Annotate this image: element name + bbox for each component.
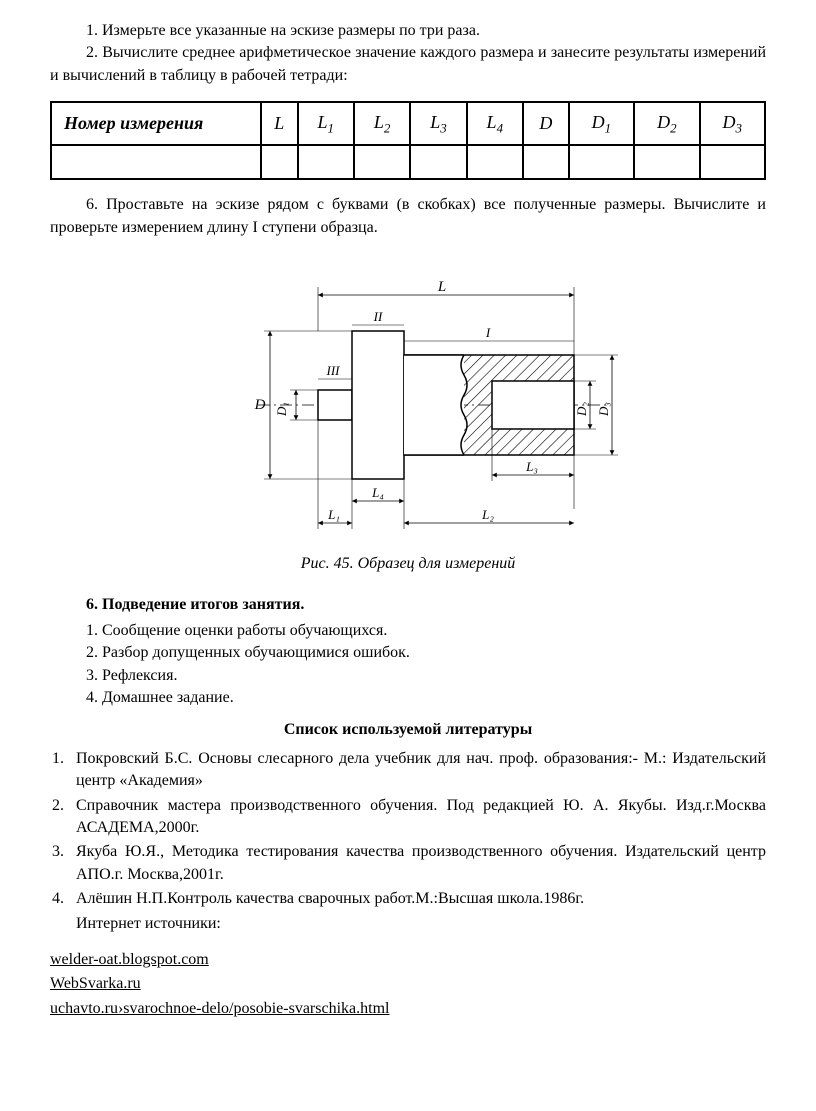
link-2[interactable]: WebSvarka.ru	[50, 973, 766, 995]
table-row-header: Номер измерения	[51, 102, 261, 145]
lbl-D: D	[254, 397, 266, 413]
col-L3: L3	[410, 102, 466, 145]
figure-caption: Рис. 45. Образец для измерений	[50, 553, 766, 575]
lbl-L2: L₂	[481, 507, 494, 522]
lbl-D2: D₂	[574, 402, 589, 417]
lbl-I: I	[485, 325, 491, 340]
lbl-L3: L₃	[525, 459, 538, 474]
task-6-text: Проставьте на эскизе рядом с буквами (в …	[50, 196, 766, 235]
task-6-para: 6. Проставьте на эскизе рядом с буквами …	[50, 194, 766, 239]
lbl-L4: L₄	[371, 485, 384, 500]
lit-item-3: 3.Якуба Ю.Я., Методика тестирования каче…	[50, 841, 766, 886]
lbl-III: III	[326, 363, 341, 378]
lbl-D3: D₃	[596, 402, 611, 417]
figure-wrap: L II I III D D₁ D₂ D₃ L₃	[50, 265, 766, 575]
task-1: 1. Измерьте все указанные на эскизе разм…	[50, 20, 766, 42]
task-2: 2. Вычислите среднее арифметическое знач…	[50, 42, 766, 87]
table-empty-row	[51, 145, 765, 179]
s6-item-1: 1. Сообщение оценки работы обучающихся.	[86, 620, 766, 642]
lbl-L: L	[437, 279, 446, 295]
col-D3: D3	[700, 102, 765, 145]
lbl-II: II	[373, 309, 383, 324]
links-block: welder-oat.blogspot.com WebSvarka.ru uch…	[50, 949, 766, 1020]
col-L: L	[261, 102, 298, 145]
literature-list: 1.Покровский Б.С. Основы слесарного дела…	[50, 748, 766, 911]
col-D2: D2	[634, 102, 699, 145]
lit-item-4: 4.Алёшин Н.П.Контроль качества сварочных…	[50, 888, 766, 910]
figure-caption-prefix: Рис. 45.	[301, 555, 354, 572]
link-3[interactable]: uchavto.ru›svarochnoe-delo/posobie-svars…	[50, 998, 766, 1020]
col-L1: L1	[298, 102, 354, 145]
s6-item-4: 4. Домашнее задание.	[86, 687, 766, 709]
lbl-D1: D₁	[274, 402, 289, 417]
section6-items: 1. Сообщение оценки работы обучающихся. …	[50, 620, 766, 710]
col-D1: D1	[569, 102, 634, 145]
lbl-L1: L₁	[327, 507, 340, 522]
tasks-block: 1. Измерьте все указанные на эскизе разм…	[50, 20, 766, 87]
col-L4: L4	[467, 102, 523, 145]
col-D: D	[523, 102, 569, 145]
technical-drawing: L II I III D D₁ D₂ D₃ L₃	[188, 265, 628, 545]
internet-label: Интернет источники:	[50, 913, 766, 935]
task-2-text: Вычислите среднее арифметическое значени…	[50, 44, 766, 83]
figure-caption-text: Образец для измерений	[358, 555, 516, 572]
s6-item-2: 2. Разбор допущенных обучающимися ошибок…	[86, 642, 766, 664]
section6-title: 6. Подведение итогов занятия.	[50, 594, 766, 616]
s6-item-3: 3. Рефлексия.	[86, 665, 766, 687]
col-L2: L2	[354, 102, 410, 145]
literature-title: Список используемой литературы	[50, 719, 766, 741]
measure-table: Номер измерения L L1 L2 L3 L4 D D1 D2 D3	[50, 101, 766, 180]
lit-item-2: 2.Справочник мастера производственного о…	[50, 795, 766, 840]
lit-item-1: 1.Покровский Б.С. Основы слесарного дела…	[50, 748, 766, 793]
task-1-text: Измерьте все указанные на эскизе размеры…	[102, 22, 480, 39]
link-1[interactable]: welder-oat.blogspot.com	[50, 949, 766, 971]
